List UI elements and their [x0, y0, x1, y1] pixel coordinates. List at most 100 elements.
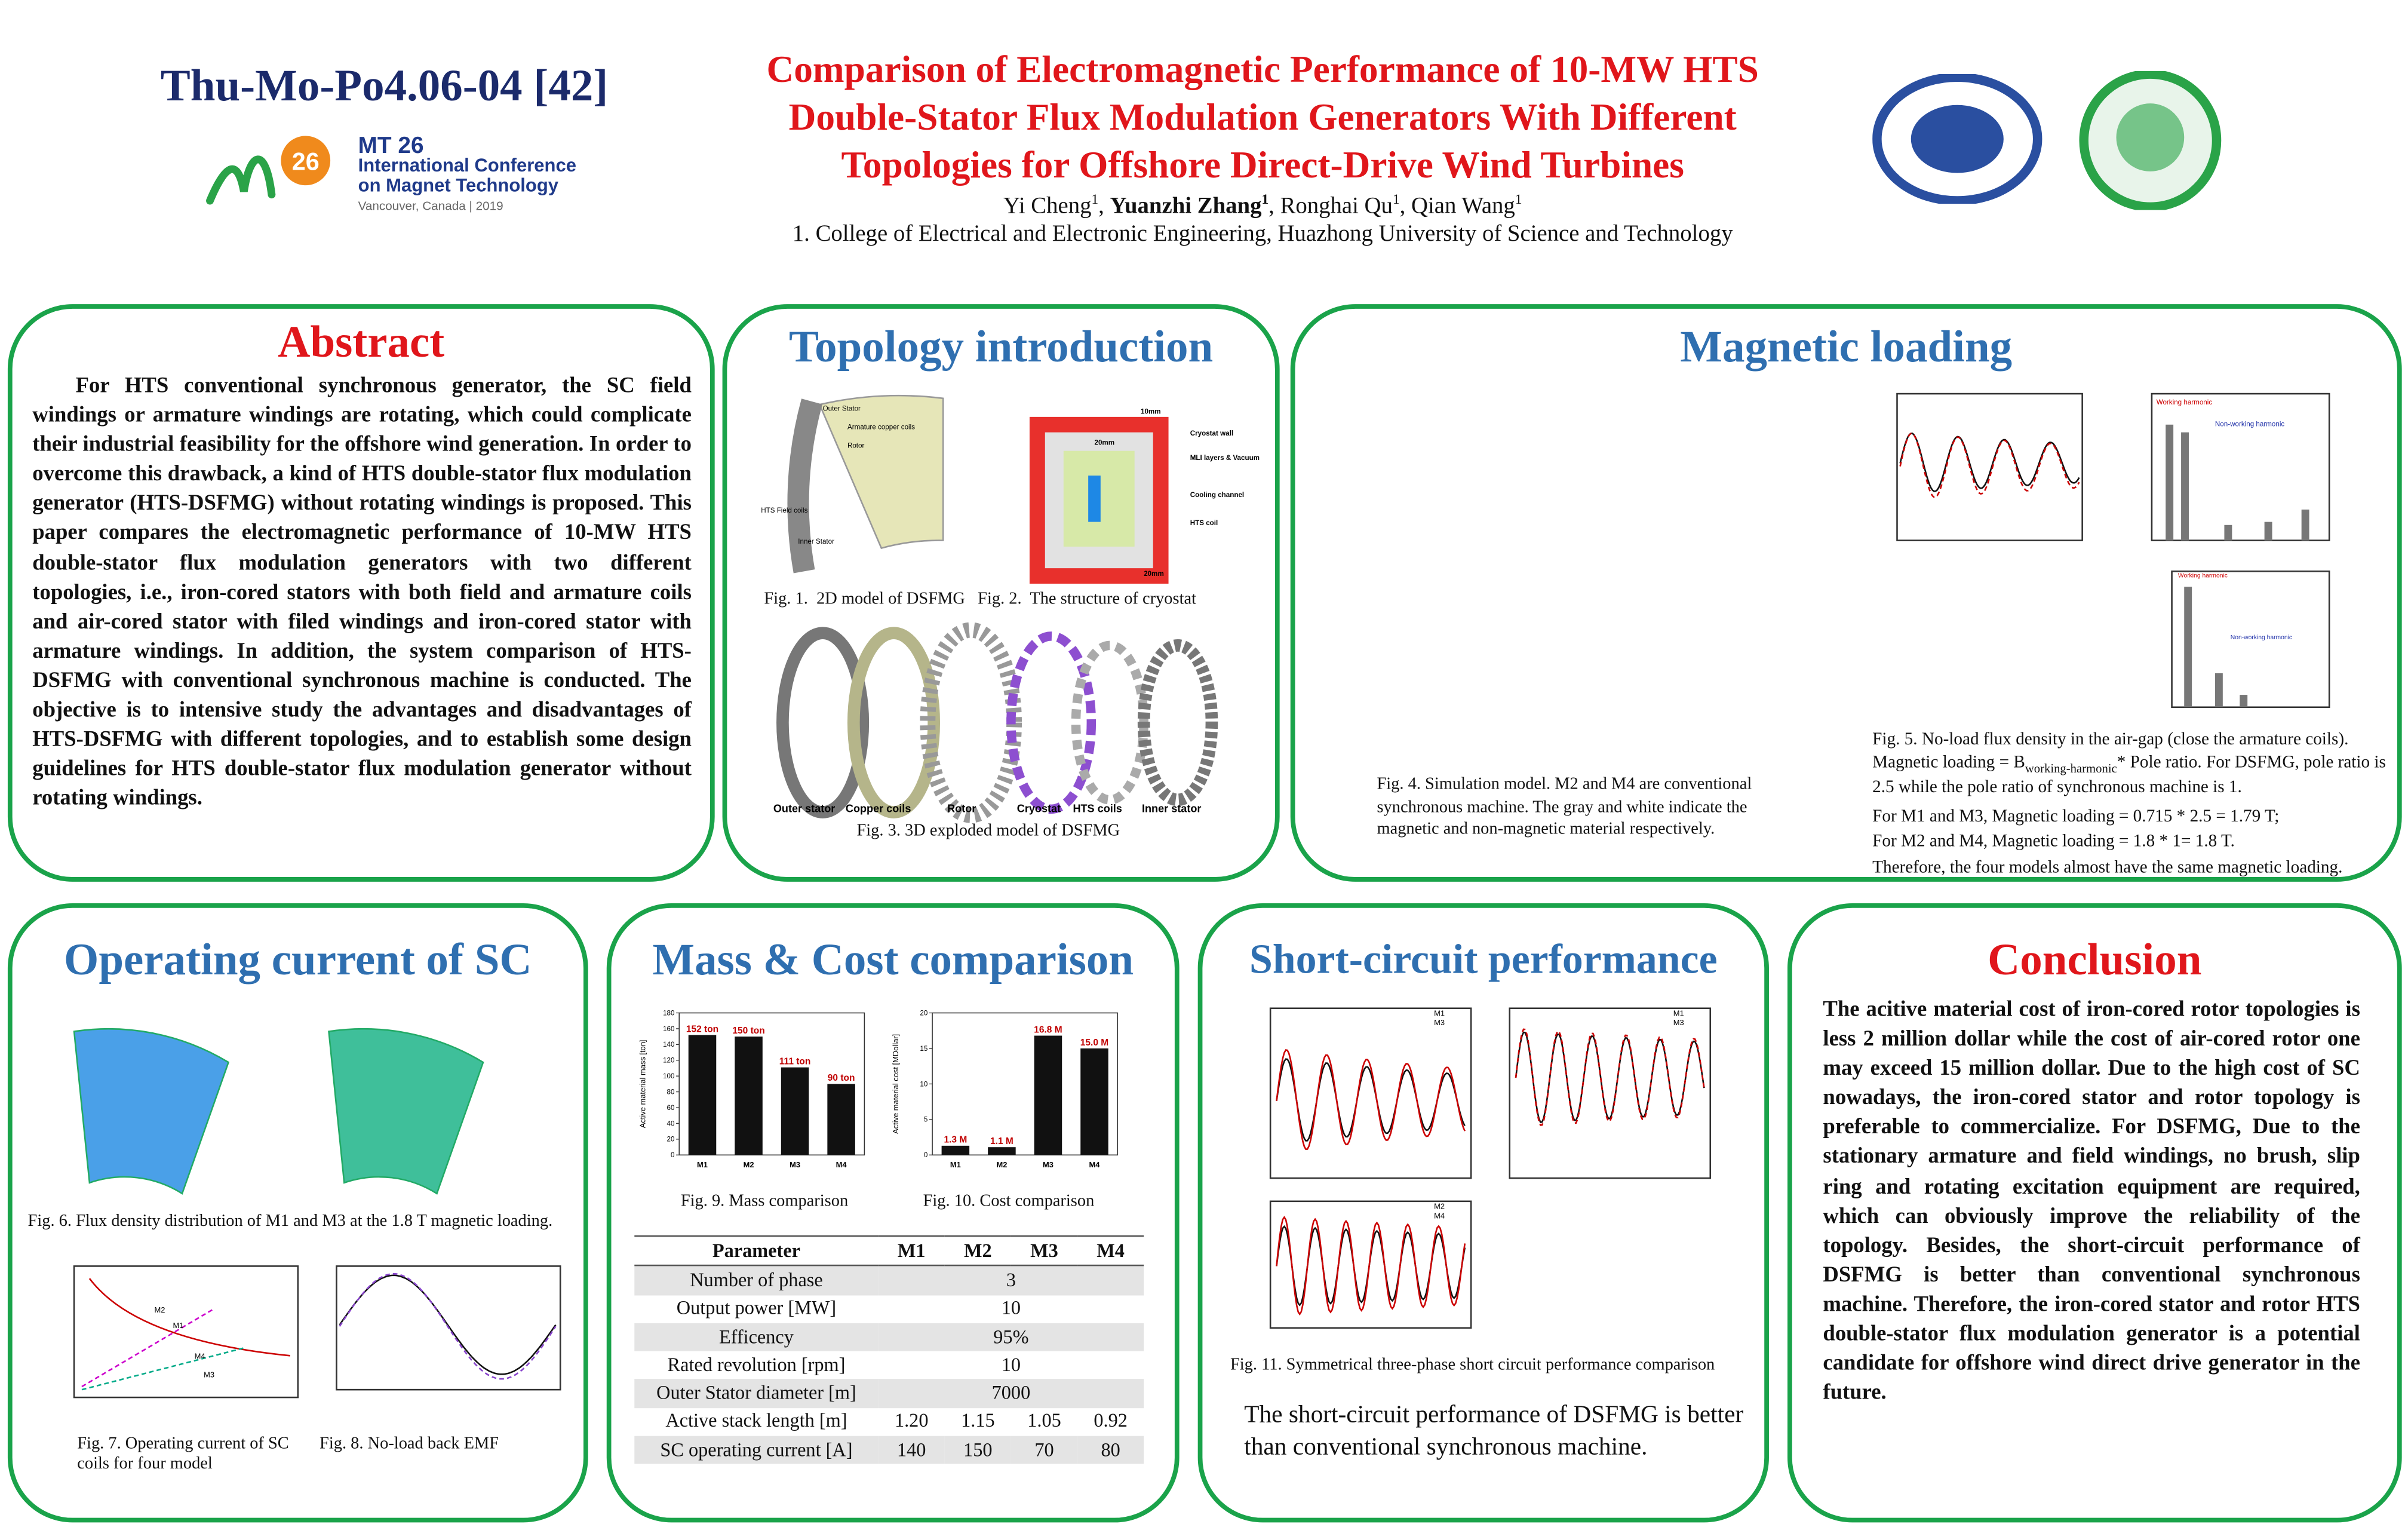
y-axis-label: Active material cost [MDollar] — [891, 1034, 900, 1134]
logo-m — [206, 155, 276, 205]
bar — [941, 1145, 970, 1155]
magnetic-panel: Magnetic loading Working harmonic Non-wor… — [1290, 304, 2402, 882]
bar — [688, 1035, 717, 1155]
parameter-table: Parameter M1 M2 M3 M4 Number of phase 3 Output … — [634, 1235, 1144, 1465]
fig5-bar — [2166, 424, 2174, 541]
table-cell: 70 — [1010, 1436, 1078, 1465]
separator: , — [1399, 194, 1411, 220]
authors: Yi Cheng1, Yuanzhi Zhang1, Ronghai Qu1, … — [679, 191, 1846, 220]
fig10-chart: Active material cost [MDollar] 0 5 10 15 20 1.… — [891, 1009, 1119, 1169]
fig11-legend: M4 — [1434, 1211, 1445, 1220]
y-tick-label: 160 — [663, 1025, 675, 1033]
fig2-label: Cooling channel — [1190, 491, 1244, 499]
table-cell: Outer Stator diameter [m] — [634, 1379, 879, 1408]
center-logo — [2079, 70, 2222, 210]
fig11-wave — [1515, 1031, 1705, 1123]
fig1-model — [818, 394, 944, 550]
fig2-label: 10mm — [1141, 408, 1161, 416]
operating-panel: Operating current of SC M2 M1 M4 M3 Fig. 6.… — [7, 903, 588, 1523]
conference-logo: 26 — [206, 136, 331, 205]
fig5-bar — [2264, 522, 2272, 541]
fig1-arc — [787, 398, 822, 574]
fig11-frame — [1269, 1200, 1472, 1329]
fig3-ring — [1137, 639, 1218, 807]
table-cell: 1.20 — [894, 1410, 929, 1433]
y-tick-label: 10 — [920, 1080, 927, 1088]
table-row: Outer Stator diameter [m] 7000 — [634, 1379, 1144, 1408]
x-tick-label: M2 — [996, 1160, 1007, 1169]
fig3-label: Outer stator — [773, 803, 835, 815]
fig11-wave — [1276, 1216, 1466, 1316]
author-name: Ronghai Qu — [1280, 194, 1393, 220]
fig3-label: HTS coils — [1073, 803, 1122, 815]
logo-ring — [1872, 74, 2042, 204]
fig2-label: Cryostat wall — [1190, 430, 1233, 437]
x-tick-label: M4 — [1089, 1160, 1101, 1169]
title-line: Topologies for Offshore Direct-Drive Win… — [841, 145, 1684, 187]
fig3-ring — [776, 627, 870, 818]
y-tick-label: 80 — [667, 1088, 675, 1096]
table-cell: Output power [MW] — [676, 1297, 837, 1319]
text: Magnetic loading = B — [1872, 752, 2025, 772]
author-name: Yi Cheng — [1003, 194, 1092, 220]
table-cell: Efficency — [634, 1323, 879, 1352]
author-name: Qian Wang — [1411, 194, 1515, 220]
fig5a-wave — [1899, 433, 2080, 492]
table-cell: 7000 — [878, 1379, 1144, 1408]
fig7-label: M1 — [173, 1321, 183, 1330]
table-cell: Rated revolution [rpm] — [667, 1354, 846, 1376]
fig11-legend: M3 — [1673, 1018, 1684, 1027]
x-tick-label: M3 — [1043, 1160, 1054, 1169]
logo-center — [1911, 105, 2004, 173]
logo-badge: 26 — [292, 148, 320, 175]
magnetic-figures: Working harmonic Non-working harmonic Work… — [1896, 393, 2330, 709]
y-axis-label: Active material mass [ton] — [638, 1040, 647, 1129]
fig5a-frame — [1896, 393, 2083, 541]
fig9-chart: Active material mass [ton] 0 20 40 60 80 100 12… — [638, 1009, 865, 1169]
fig11-legend: M1 — [1434, 1009, 1445, 1018]
fig10-caption: Fig. 10. Cost comparison — [923, 1192, 1095, 1211]
fig3-label: Copper coils — [846, 803, 911, 815]
fig7-curve — [81, 1347, 244, 1391]
table-cell: 1.15 — [961, 1410, 995, 1433]
table-cell: 10 — [1001, 1354, 1021, 1376]
table-cell: 0.92 — [1094, 1410, 1128, 1433]
m2m4: For M2 and M4, Magnetic loading = 1.8 * … — [1872, 832, 2235, 851]
fig3-ring — [847, 627, 941, 818]
mass-heading: Mass & Cost comparison — [652, 936, 1134, 985]
author-name: Yuanzhi Zhang — [1110, 194, 1262, 220]
fig7-curve — [81, 1308, 214, 1388]
y-tick-label: 20 — [920, 1009, 927, 1017]
y-tick-label: 120 — [663, 1057, 675, 1065]
fig1-label: Rotor — [847, 442, 865, 450]
y-tick-label: 0 — [924, 1151, 928, 1159]
fig5-bar — [2240, 695, 2248, 707]
fig3-label: Cryostat — [1017, 803, 1061, 815]
y-tick-label: 180 — [663, 1009, 675, 1017]
bar — [735, 1037, 763, 1155]
fig1-label: HTS Field coils — [761, 507, 807, 514]
university-logo — [1872, 74, 2042, 204]
table-cell: Number of phase — [634, 1265, 879, 1295]
table-header-cell: M4 — [1077, 1235, 1144, 1267]
subscript: working-harmonic — [2025, 761, 2117, 775]
bar — [781, 1067, 809, 1155]
table-cell: 1.05 — [1027, 1410, 1061, 1433]
conclusion-text: The acitive material cost of iron-cored … — [1823, 997, 2360, 1406]
fig1-label: Outer Stator — [823, 405, 861, 413]
fig12-caption: Fig. 1. 2D model of DSFMG Fig. 2. The st… — [764, 590, 1197, 609]
separator: , — [1098, 194, 1110, 220]
fig5-caption: Fig. 5. No-load flux density in the air-… — [1872, 730, 2349, 749]
logo-globe — [2116, 103, 2185, 171]
fig5c-frame — [2171, 571, 2330, 709]
value-label: 111 ton — [779, 1056, 811, 1066]
fig1-label: Armature copper coils — [847, 424, 915, 431]
loading-formula: Magnetic loading = Bworking-harmonic* Po… — [1872, 753, 2391, 799]
fig5-annotation: Non-working harmonic — [2215, 420, 2284, 428]
table-cell: 3 — [878, 1265, 1144, 1295]
fig3-ring — [1006, 631, 1096, 814]
table-header-row: Parameter M1 M2 M3 M4 — [634, 1235, 1144, 1267]
fig6a — [73, 1028, 230, 1195]
